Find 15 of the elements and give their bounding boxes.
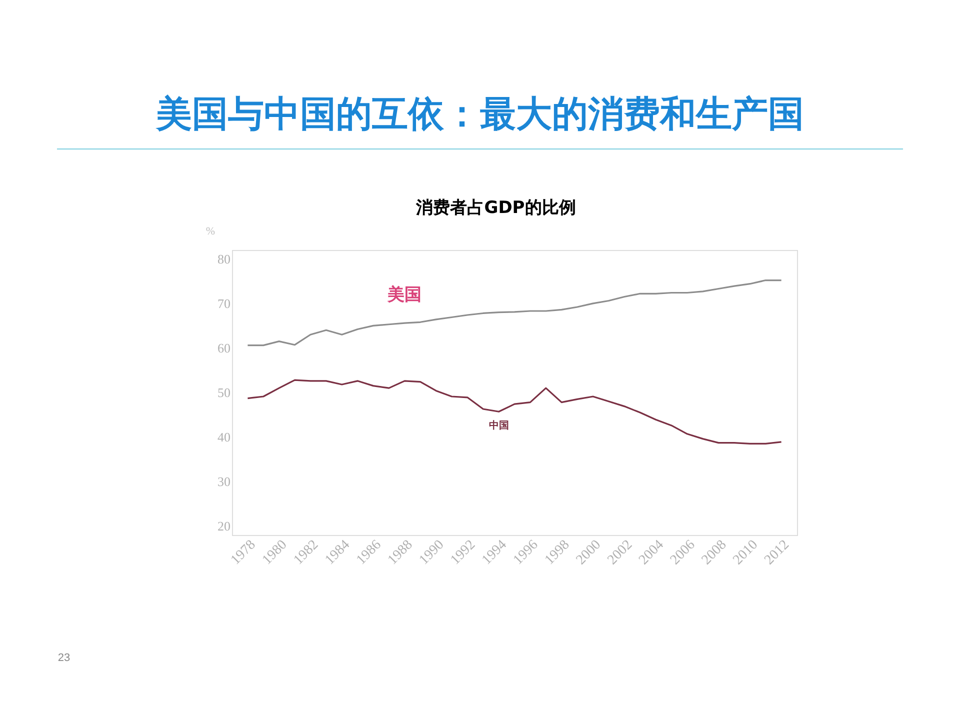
y-tick-label: 80 — [218, 251, 230, 266]
chart-subtitle: 消费者占GDP的比例 — [415, 198, 576, 218]
y-tick-label: 70 — [218, 296, 230, 311]
series-label: 中国 — [488, 420, 509, 432]
y-tick-label: 30 — [218, 474, 230, 490]
y-tick-label: 50 — [218, 385, 230, 400]
line-series — [246, 379, 782, 445]
chart-title: 美国与中国的互依：最大的消费和生产国 — [155, 94, 804, 135]
y-tick-label: 20 — [218, 518, 230, 534]
line-series — [246, 279, 782, 346]
series-label: 美国 — [386, 285, 422, 306]
text: 23 — [58, 652, 70, 664]
y-axis-title: % — [206, 226, 216, 238]
y-tick-label: 40 — [218, 430, 230, 445]
y-tick-label: 60 — [218, 340, 230, 356]
